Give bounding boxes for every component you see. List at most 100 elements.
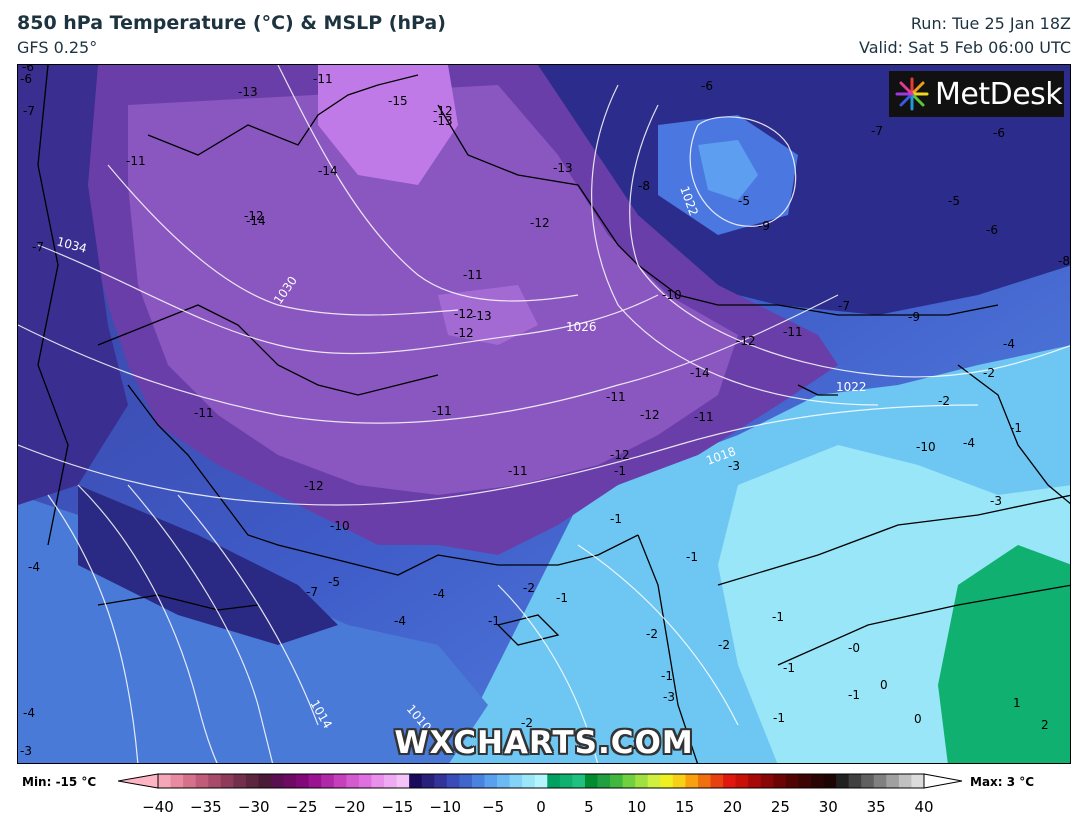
colorbar-swatch: [547, 774, 561, 788]
temp-label: -14: [690, 366, 710, 380]
cold-patch: [438, 285, 538, 345]
temp-label: -12: [433, 104, 453, 118]
colorbar-swatch: [421, 774, 435, 788]
temp-label: -1: [488, 614, 500, 628]
coastlines: [37, 65, 1070, 763]
deep-blue-band: [78, 485, 338, 645]
colorbar-swatch: [798, 774, 812, 788]
colorbar-swatch: [158, 774, 172, 788]
temp-label: -12: [610, 448, 630, 462]
temp-label: -2: [718, 638, 730, 652]
colorbar-tick-label: 15: [675, 798, 695, 816]
temp-label: -2: [521, 716, 533, 730]
temp-label: -13: [553, 161, 573, 175]
colorbar-swatch: [409, 774, 423, 788]
colorbar-tick-label: 30: [818, 798, 838, 816]
chart-title: 850 hPa Temperature (°C) & MSLP (hPa): [17, 12, 446, 34]
temp-label: -1: [556, 591, 568, 605]
colorbar-swatch: [258, 774, 272, 788]
wxcharts-watermark: WXCHARTS.COM: [394, 725, 694, 761]
temp-label: -7: [871, 124, 883, 138]
colorbar-tick-label: −10: [429, 798, 462, 816]
colorbar-swatch: [760, 774, 774, 788]
temp-label: -1: [614, 464, 626, 478]
temp-label: -4: [963, 436, 975, 450]
colorbar-swatch: [823, 774, 837, 788]
colorbar: [118, 773, 963, 789]
colorbar-tick-label: 5: [584, 798, 594, 816]
colorbar-min-label: Min: -15 °C: [22, 775, 97, 789]
temp-label: -11: [694, 410, 714, 424]
colorbar-swatch: [170, 774, 184, 788]
colorbar-swatch: [245, 774, 259, 788]
green-region: [938, 545, 1070, 763]
colorbar-swatch: [434, 774, 448, 788]
temp-label: 0: [914, 712, 922, 726]
colorbar-tick-label: −20: [333, 798, 366, 816]
temp-label: -15: [388, 94, 408, 108]
colorbar-swatch: [195, 774, 209, 788]
temp-label: -8: [638, 179, 650, 193]
colorbar-swatch: [622, 774, 636, 788]
colorbar-tick-label: −35: [190, 798, 222, 816]
colorbar-swatch: [321, 774, 335, 788]
temp-label: -6: [701, 79, 713, 93]
colorbar-swatch: [647, 774, 661, 788]
temp-label: -3: [20, 744, 32, 758]
temp-label: -12: [244, 209, 264, 223]
map-canvas: -6 -7 -13 -15 -12 -13 -11 -14 -13 -12 -1…: [18, 65, 1070, 763]
weather-map[interactable]: -6 -7 -13 -15 -12 -13 -11 -14 -13 -12 -1…: [17, 64, 1071, 764]
temp-label: -7: [23, 104, 35, 118]
colorbar-swatch: [471, 774, 485, 788]
colorbar-swatch: [773, 774, 787, 788]
temp-label: -11: [606, 390, 626, 404]
colorbar-swatch: [861, 774, 875, 788]
colorbar-swatch: [358, 774, 372, 788]
temp-label: -7: [32, 240, 44, 254]
colorbar-swatch: [584, 774, 599, 788]
colorbar-swatch: [635, 774, 649, 788]
colorbar-tick-label: −40: [142, 798, 174, 816]
temp-label: -0: [848, 641, 860, 655]
temp-label: -2: [628, 738, 640, 752]
temp-label: -11: [313, 72, 333, 86]
temp-label: -5: [948, 194, 960, 208]
temp-label: -11: [463, 268, 483, 282]
temp-label: 1: [1013, 696, 1021, 710]
temp-label: -3: [728, 459, 740, 473]
colorbar-swatch: [446, 774, 460, 788]
metdesk-logo-icon: [895, 77, 929, 111]
colorbar-swatch: [183, 774, 197, 788]
temp-label: -4: [1003, 337, 1015, 351]
temp-label: -6: [22, 65, 34, 74]
colorbar-swatch: [497, 774, 511, 788]
temp-label: -2: [983, 366, 995, 380]
run-time: Run: Tue 25 Jan 18Z: [910, 14, 1071, 33]
colorbar-swatch: [534, 774, 548, 788]
cold-inner: [128, 85, 738, 495]
temp-label: -6: [20, 72, 32, 86]
colorbar-swatch: [396, 774, 410, 788]
temp-label: -11: [126, 154, 146, 168]
colorbar-swatch: [660, 774, 674, 788]
temp-label: 2: [1041, 718, 1049, 732]
valid-time: Valid: Sat 5 Feb 06:00 UTC: [859, 38, 1071, 57]
colorbar-swatch: [208, 774, 222, 788]
temp-label: -1: [661, 669, 673, 683]
colorbar-swatch: [836, 774, 850, 788]
temp-label: -11: [194, 406, 214, 420]
temp-label: -10: [916, 440, 936, 454]
colorbar-tick-label: 35: [866, 798, 886, 816]
temp-label: -10: [330, 519, 350, 533]
colorbar-swatch: [672, 774, 686, 788]
colorbar-max-arrow: [923, 773, 963, 789]
temp-label: -1: [848, 688, 860, 702]
colorbar-swatch: [346, 774, 360, 788]
colorbar-swatch: [559, 774, 573, 788]
temp-label: -8: [1058, 254, 1070, 268]
temp-label: -4: [433, 587, 445, 601]
colorbar-swatch: [597, 774, 611, 788]
colorbar-swatch: [296, 774, 310, 788]
cold-peak: [318, 65, 458, 185]
temp-label: -14: [246, 214, 266, 228]
